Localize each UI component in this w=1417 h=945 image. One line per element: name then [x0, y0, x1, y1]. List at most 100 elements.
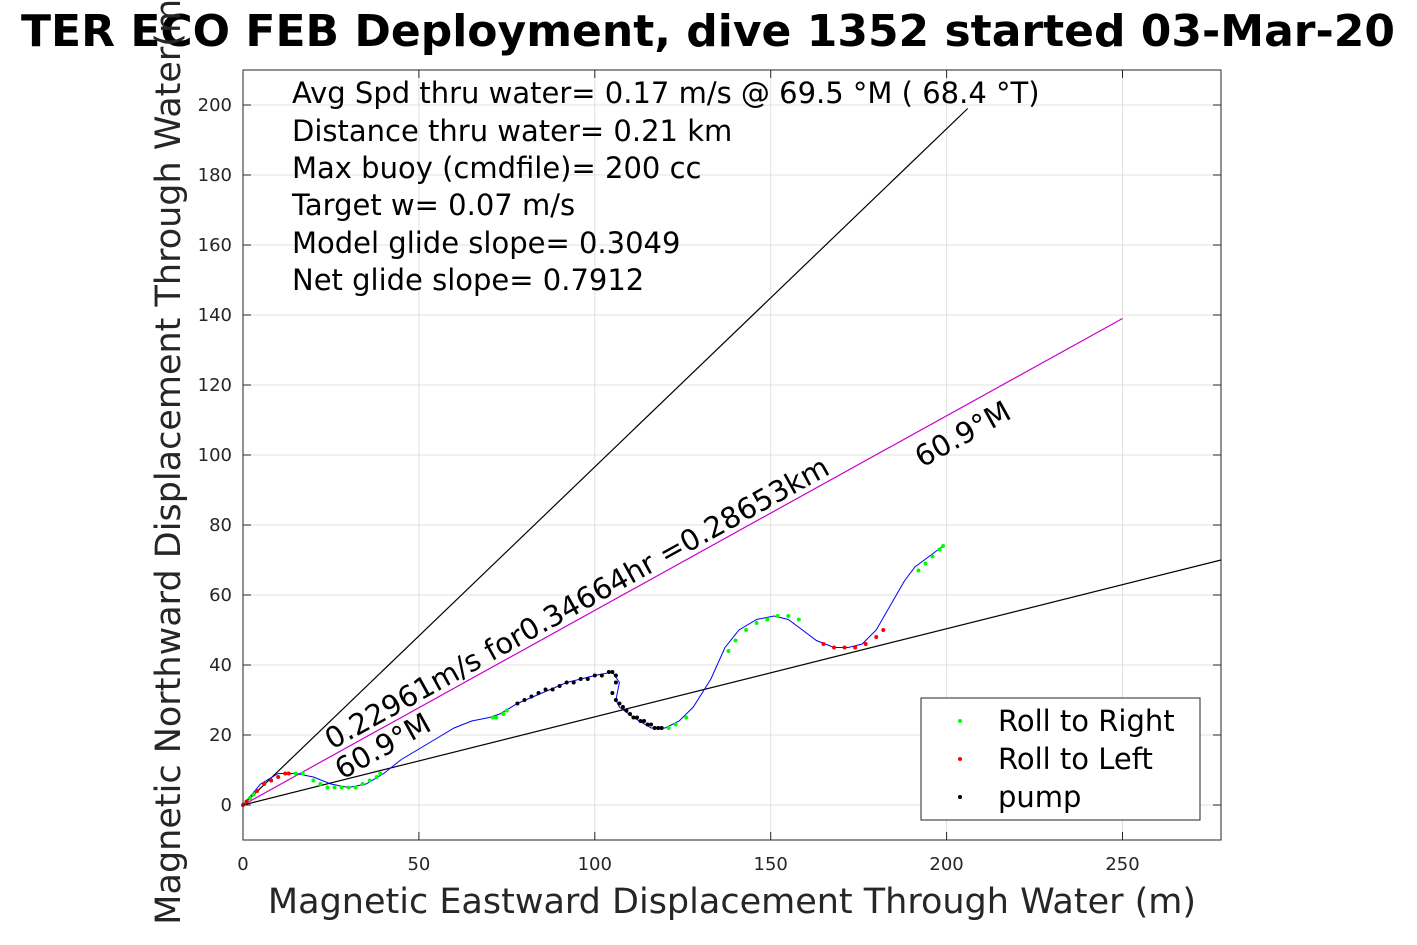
x-tick-label: 100: [578, 854, 612, 875]
point-roll-to-left: [244, 799, 249, 804]
y-tick-label: 200: [198, 95, 232, 116]
point-pump: [652, 726, 657, 730]
reference-line-heading-line: [242, 317, 1123, 806]
point-roll-to-right: [754, 621, 759, 625]
point-pump: [599, 673, 604, 678]
point-pump: [659, 726, 664, 730]
point-roll-to-right: [311, 778, 316, 783]
point-pump: [642, 719, 647, 723]
reference-line-upper-guide: [242, 108, 969, 806]
point-roll-to-left: [863, 642, 868, 646]
point-pump: [557, 684, 562, 688]
point-roll-to-left: [276, 775, 281, 779]
x-tick-label: 50: [407, 854, 430, 875]
y-tick-label: 140: [198, 305, 232, 326]
point-pump: [550, 687, 555, 692]
point-roll-to-left: [821, 642, 826, 646]
point-roll-to-right: [775, 614, 780, 618]
speed-line-label: 0.22961m/s for0.34664hr =0.28653km: [319, 450, 835, 756]
point-roll-to-right: [339, 785, 344, 790]
x-tick-label: 200: [929, 854, 963, 875]
point-pump: [631, 715, 636, 720]
point-roll-to-right: [374, 775, 379, 779]
x-tick-label: 250: [1105, 854, 1139, 875]
point-pump: [635, 715, 640, 720]
point-pump: [543, 687, 548, 692]
annotation-target-w: Target w= 0.07 m/s: [291, 188, 575, 222]
annotation-distance: Distance thru water= 0.21 km: [292, 114, 732, 148]
point-pump: [620, 705, 625, 709]
point-roll-to-right: [765, 617, 770, 622]
point-roll-to-left: [853, 645, 858, 650]
point-pump: [578, 677, 583, 681]
point-roll-to-left: [269, 778, 274, 783]
legend-marker-roll-left: [958, 757, 962, 761]
point-roll-to-right: [666, 726, 671, 730]
reference-line-lower-guide: [242, 559, 1222, 806]
point-roll-to-right: [300, 771, 305, 776]
point-roll-to-right: [673, 722, 678, 727]
y-tick-label: 80: [209, 515, 232, 536]
point-pump: [529, 694, 534, 699]
point-roll-to-right: [251, 792, 256, 797]
point-roll-to-right: [786, 614, 791, 618]
y-tick-label: 100: [198, 445, 232, 466]
point-roll-to-right: [332, 785, 337, 790]
legend: Roll to Right Roll to Left pump: [920, 697, 1201, 821]
point-roll-to-left: [262, 782, 267, 786]
point-roll-to-right: [916, 568, 921, 573]
point-pump: [624, 708, 629, 713]
point-roll-to-left: [286, 771, 291, 776]
stats-annotations: Avg Spd thru water= 0.17 m/s @ 69.5 °M (…: [291, 76, 1040, 297]
point-roll-to-left: [842, 645, 847, 650]
x-tick-label: 0: [237, 854, 248, 875]
point-roll-to-right: [726, 649, 731, 653]
point-pump: [638, 719, 643, 723]
legend-box: [920, 697, 1201, 821]
point-roll-to-right: [733, 638, 738, 643]
y-tick-label: 160: [198, 235, 232, 256]
point-roll-to-right: [367, 778, 372, 783]
point-roll-to-right: [293, 771, 298, 776]
annotation-avg-speed: Avg Spd thru water= 0.17 m/s @ 69.5 °M (…: [292, 76, 1040, 110]
point-roll-to-right: [501, 712, 506, 716]
point-pump: [649, 722, 654, 727]
point-pump: [564, 680, 569, 685]
y-tick-label: 40: [209, 655, 232, 676]
point-roll-to-right: [937, 547, 942, 552]
point-roll-to-right: [941, 544, 946, 548]
point-roll-to-right: [360, 782, 365, 786]
legend-label-pump: pump: [998, 780, 1081, 814]
legend-marker-roll-right: [958, 719, 962, 723]
point-pump: [606, 670, 611, 674]
y-axis-label: Magnetic Northward Displacement Through …: [149, 0, 189, 925]
point-pump: [617, 701, 622, 706]
point-roll-to-right: [684, 715, 689, 720]
point-roll-to-left: [874, 635, 879, 639]
annotation-net-glide: Net glide slope= 0.7912: [292, 263, 644, 297]
point-roll-to-right: [378, 771, 383, 776]
y-tick-label: 120: [198, 375, 232, 396]
legend-label-roll-right: Roll to Right: [998, 704, 1175, 738]
heading-label-main: 60.9°M: [909, 394, 1017, 474]
point-pump: [613, 698, 618, 702]
point-pump: [627, 712, 632, 716]
point-pump: [585, 677, 590, 681]
point-roll-to-left: [881, 628, 886, 632]
point-pump: [645, 722, 650, 727]
x-tick-label: 150: [754, 854, 788, 875]
point-roll-to-right: [325, 785, 330, 790]
annotation-max-buoy: Max buoy (cmdfile)= 200 cc: [292, 151, 701, 185]
point-roll-to-right: [923, 561, 928, 566]
point-pump: [613, 673, 618, 678]
legend-marker-pump: [958, 795, 962, 799]
point-roll-to-right: [930, 554, 935, 559]
point-pump: [656, 726, 661, 730]
point-pump: [613, 680, 618, 685]
data-series: [241, 544, 946, 807]
point-pump: [536, 691, 541, 695]
point-roll-to-right: [353, 785, 358, 790]
point-roll-to-right: [318, 782, 323, 786]
point-pump: [515, 701, 520, 706]
